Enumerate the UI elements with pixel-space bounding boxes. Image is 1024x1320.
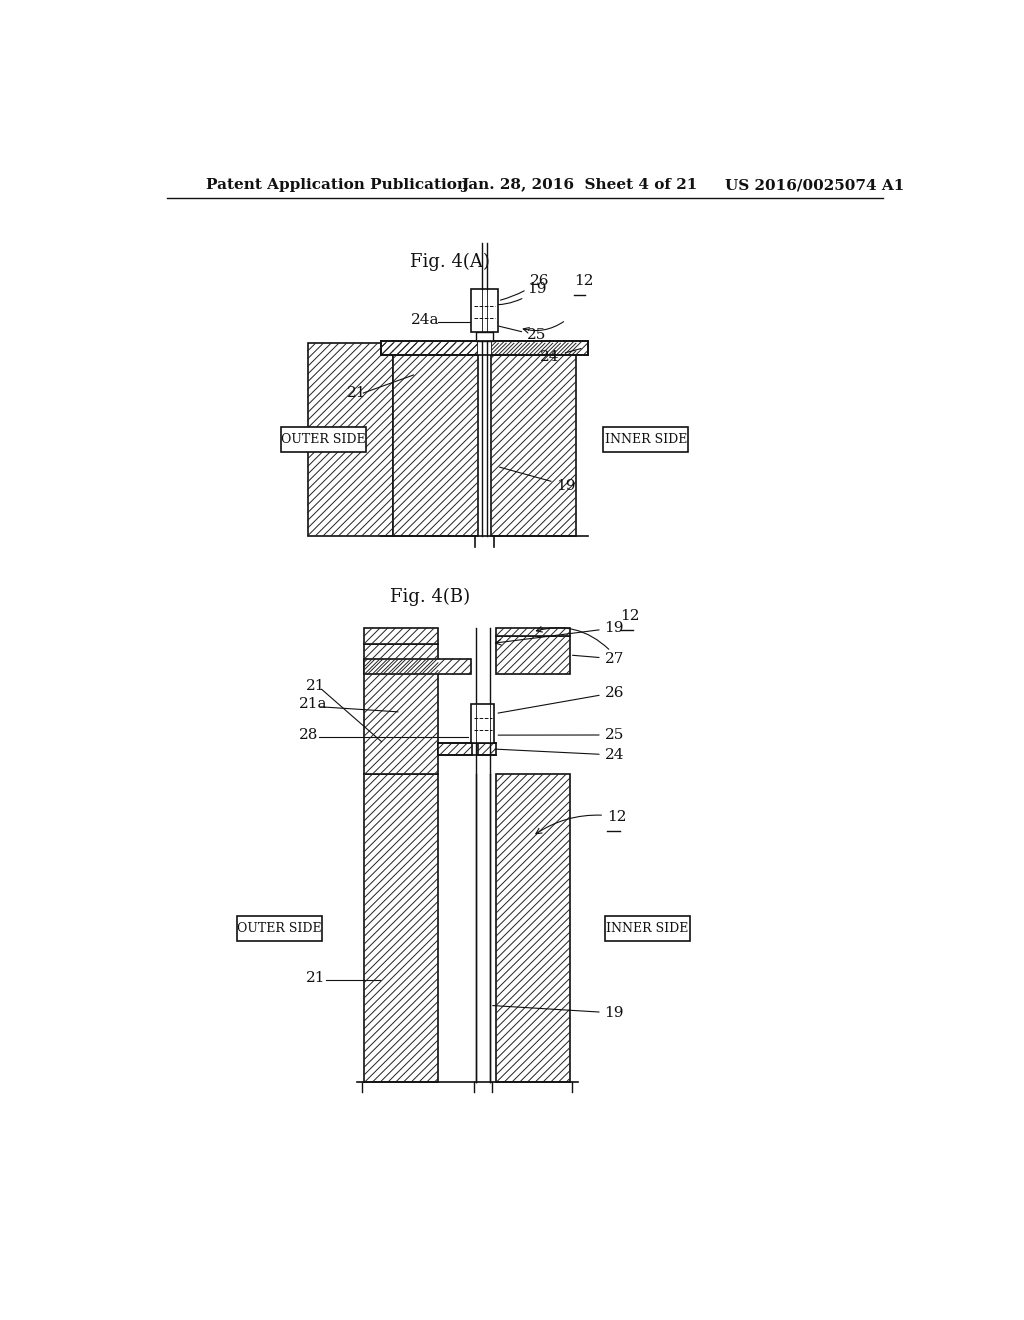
Text: 21: 21 <box>306 972 326 985</box>
Polygon shape <box>308 343 393 536</box>
Text: 26: 26 <box>501 275 549 300</box>
Text: Fig. 4(B): Fig. 4(B) <box>390 589 470 606</box>
Bar <box>478 341 490 355</box>
Text: 24: 24 <box>495 748 624 762</box>
Bar <box>237 916 322 941</box>
Polygon shape <box>365 659 471 675</box>
Text: 28: 28 <box>299 729 317 742</box>
Text: 27: 27 <box>572 652 624 665</box>
Bar <box>471 705 494 743</box>
Text: 19: 19 <box>493 1006 624 1020</box>
Bar <box>476 331 493 341</box>
Polygon shape <box>365 628 438 644</box>
Bar <box>475 775 490 1082</box>
Text: Patent Application Publication: Patent Application Publication <box>206 178 468 193</box>
Text: 24: 24 <box>541 348 581 364</box>
Bar <box>603 428 688 451</box>
Polygon shape <box>365 775 438 1082</box>
Polygon shape <box>490 341 588 355</box>
Text: INNER SIDE: INNER SIDE <box>604 433 687 446</box>
Polygon shape <box>490 343 575 536</box>
Text: 24a: 24a <box>411 313 439 327</box>
Text: 25: 25 <box>499 326 547 342</box>
Polygon shape <box>365 644 438 775</box>
Text: 19: 19 <box>500 467 577 492</box>
Text: 21: 21 <box>306 678 326 693</box>
Text: INNER SIDE: INNER SIDE <box>606 921 688 935</box>
Bar <box>604 916 690 941</box>
FancyArrowPatch shape <box>537 627 609 649</box>
Text: 21a: 21a <box>299 697 327 711</box>
Polygon shape <box>381 341 478 355</box>
Text: OUTER SIDE: OUTER SIDE <box>237 921 322 935</box>
Text: 19: 19 <box>489 282 547 305</box>
Text: 12: 12 <box>621 610 640 623</box>
Text: Jan. 28, 2016  Sheet 4 of 21: Jan. 28, 2016 Sheet 4 of 21 <box>461 178 697 193</box>
Polygon shape <box>393 343 478 536</box>
Text: 12: 12 <box>536 809 627 834</box>
Text: Fig. 4(A): Fig. 4(A) <box>410 253 489 272</box>
Text: OUTER SIDE: OUTER SIDE <box>281 433 366 446</box>
Text: 19: 19 <box>496 620 624 645</box>
Text: 12: 12 <box>573 275 593 289</box>
Polygon shape <box>496 628 569 636</box>
Polygon shape <box>438 743 472 755</box>
Text: 25: 25 <box>498 729 624 742</box>
FancyArrowPatch shape <box>523 322 563 333</box>
Text: 26: 26 <box>498 685 624 713</box>
Text: US 2016/0025074 A1: US 2016/0025074 A1 <box>725 178 904 193</box>
Polygon shape <box>496 775 569 1082</box>
Polygon shape <box>496 636 569 675</box>
Text: 21: 21 <box>346 387 366 400</box>
Bar <box>281 428 366 451</box>
Polygon shape <box>478 743 496 755</box>
FancyArrowPatch shape <box>322 689 382 742</box>
Bar <box>471 289 498 331</box>
FancyArrowPatch shape <box>364 375 414 393</box>
